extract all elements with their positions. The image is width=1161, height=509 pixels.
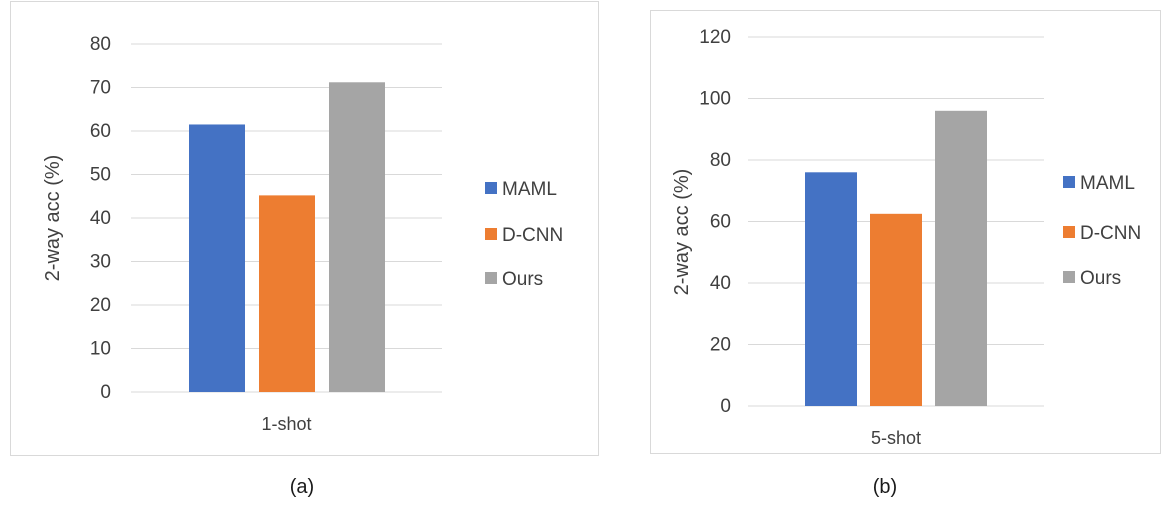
bar-ours	[935, 110, 987, 407]
y-tick-label: 120	[699, 27, 731, 48]
legend-label: Ours	[502, 269, 543, 290]
y-tick-label: 50	[90, 165, 111, 186]
chart-panel-a: 0 10 20 30 40 50 60 70 80 1-shot 2-way acc (%) MAML…	[10, 1, 599, 456]
legend-label: D-CNN	[1080, 223, 1141, 244]
bar-ours	[329, 82, 385, 392]
bar-d-cnn	[259, 195, 315, 392]
bar-d-cnn	[870, 213, 922, 406]
legend-label: D-CNN	[502, 225, 563, 246]
y-tick-label: 60	[90, 121, 111, 142]
chart-a-svg: 0 10 20 30 40 50 60 70 80 1-shot 2-way acc (%) MAML…	[42, 34, 563, 434]
caption-b: (b)	[872, 476, 898, 498]
legend-swatch-ours	[485, 272, 497, 284]
legend-swatch-maml	[485, 182, 497, 194]
y-tick-label: 80	[90, 34, 111, 55]
legend-swatch-maml	[1063, 176, 1075, 188]
legend-label: Ours	[1080, 268, 1121, 289]
y-tick-label: 80	[710, 150, 731, 171]
y-axis-label: 2-way acc (%)	[671, 169, 693, 296]
legend-label: MAML	[1080, 173, 1135, 194]
y-tick-label: 10	[90, 339, 111, 360]
y-tick-label: 20	[710, 335, 731, 356]
y-tick-label: 20	[90, 295, 111, 316]
y-axis-label: 2-way acc (%)	[42, 155, 64, 282]
bar-maml	[189, 124, 245, 392]
y-tick-label: 0	[100, 382, 111, 403]
chart-panel-b: 0 20 40 60 80 100 120 5-shot 2-way acc (%) MAML D-…	[650, 10, 1161, 454]
y-tick-label: 30	[90, 252, 111, 273]
legend-swatch-ours	[1063, 271, 1075, 283]
bar-maml	[805, 172, 857, 406]
legend-swatch-d-cnn	[485, 228, 497, 240]
legend-label: MAML	[502, 179, 557, 200]
caption-a: (a)	[289, 476, 315, 498]
y-tick-label: 70	[90, 78, 111, 99]
y-tick-label: 60	[710, 212, 731, 233]
x-tick-label: 1-shot	[261, 414, 311, 434]
y-tick-label: 40	[710, 273, 731, 294]
y-tick-label: 100	[699, 89, 731, 110]
y-tick-label: 0	[720, 396, 731, 417]
y-tick-label: 40	[90, 208, 111, 229]
x-tick-label: 5-shot	[871, 428, 921, 448]
legend-swatch-d-cnn	[1063, 226, 1075, 238]
chart-b-svg: 0 20 40 60 80 100 120 5-shot 2-way acc (%) MAML D-…	[671, 27, 1141, 448]
